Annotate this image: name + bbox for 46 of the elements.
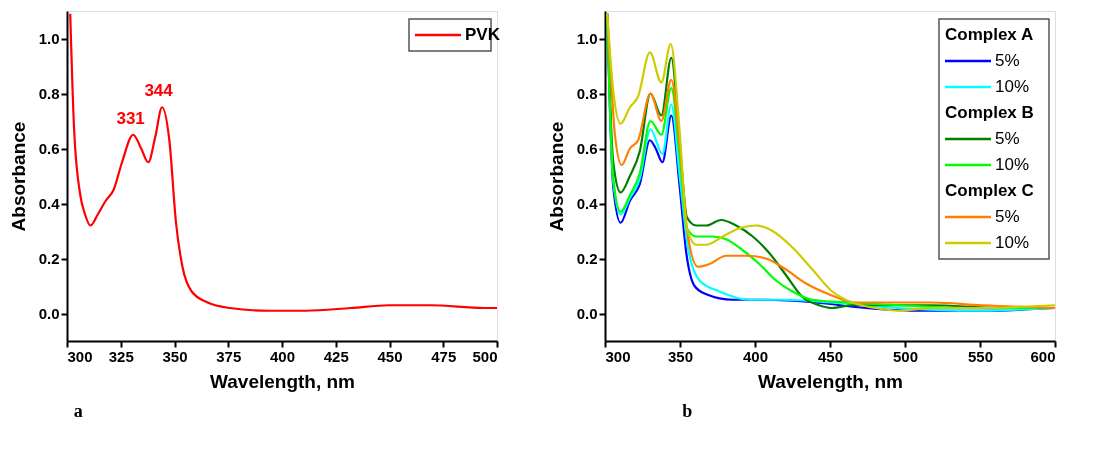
- y-tick-label: 0.2: [38, 250, 60, 267]
- annotation: 344: [144, 81, 174, 101]
- x-tick-label: 425: [323, 347, 349, 365]
- legend-label: PVK: [465, 25, 501, 44]
- legend-label: 10%: [995, 233, 1030, 252]
- y-tick-label: 0.8: [576, 85, 598, 102]
- y-axis-title: Absorbance: [545, 121, 567, 232]
- text: a: [73, 401, 83, 421]
- annotation: Complex B: [945, 103, 1034, 122]
- x-tick-label: 450: [817, 347, 844, 365]
- x-axis-title: Wavelength, nm: [758, 370, 903, 392]
- annotation: 331: [116, 108, 145, 128]
- x-tick-label: 300: [605, 347, 631, 365]
- y-tick-label: 0.8: [38, 85, 60, 102]
- x-tick-label: 500: [892, 347, 919, 365]
- x-tick-label: 350: [162, 347, 188, 365]
- x-tick-label: 475: [431, 347, 457, 365]
- x-tick-label: 375: [216, 347, 242, 365]
- y-tick-label: 0.4: [38, 195, 61, 212]
- annotation: Complex A: [945, 25, 1034, 44]
- x-tick-label: 450: [377, 347, 403, 365]
- x-tick-label: 400: [742, 347, 769, 365]
- legend-label: 5%: [995, 207, 1020, 226]
- legend-label: 10%: [995, 155, 1030, 174]
- x-tick-label: 350: [667, 347, 694, 365]
- y-tick-label: 0.0: [576, 305, 598, 322]
- legend-label: 5%: [995, 129, 1020, 148]
- y-tick-label: 0.0: [38, 305, 60, 322]
- legend-label: 10%: [995, 77, 1030, 96]
- y-tick-label: 1.0: [576, 30, 598, 47]
- x-tick-label: 600: [1030, 347, 1056, 365]
- y-tick-label: 0.4: [576, 195, 599, 212]
- x-tick-label: 550: [967, 347, 994, 365]
- y-tick-label: 0.6: [576, 140, 598, 157]
- x-tick-label: 500: [472, 347, 498, 365]
- x-tick-label: 400: [269, 347, 296, 365]
- annotation: Complex C: [945, 181, 1034, 200]
- x-tick-label: 325: [108, 347, 134, 365]
- x-axis-title: Wavelength, nm: [210, 370, 355, 392]
- legend-label: 5%: [995, 51, 1020, 70]
- y-axis-title: Absorbance: [7, 121, 29, 232]
- y-tick-label: 0.2: [576, 250, 598, 267]
- x-tick-label: 300: [67, 347, 93, 365]
- text: b: [682, 401, 693, 421]
- y-tick-label: 1.0: [38, 30, 60, 47]
- y-tick-label: 0.6: [38, 140, 60, 157]
